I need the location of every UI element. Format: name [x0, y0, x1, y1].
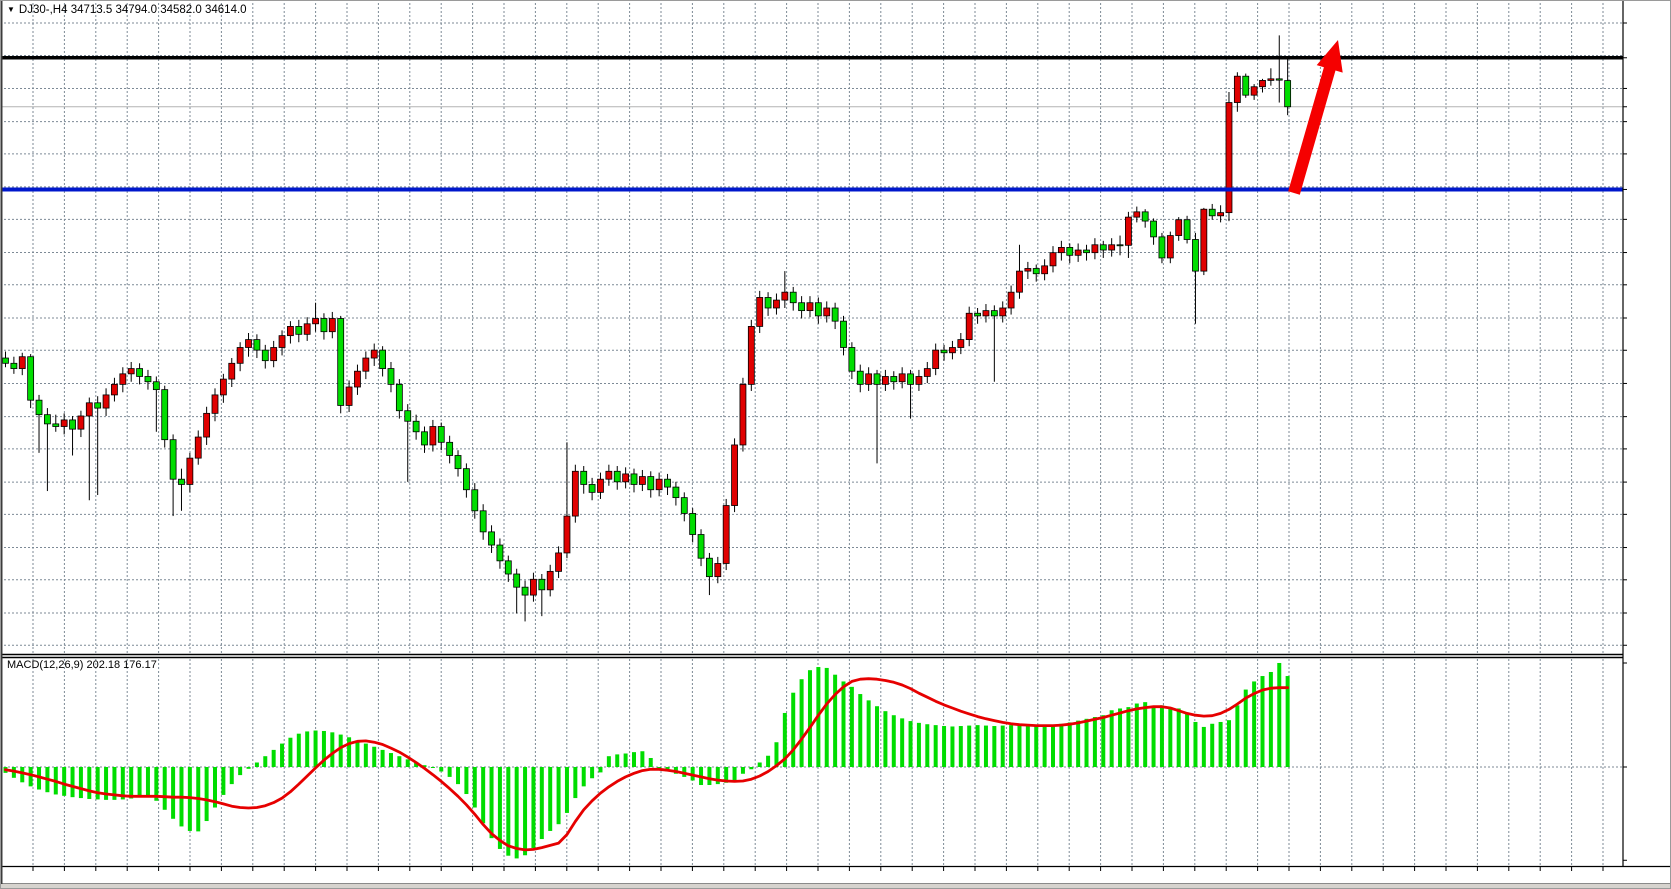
time-axis[interactable]: 11 May 202312 May 08:0015 May 16:0017 Ma…: [0, 866, 1671, 884]
candles-layer: [2, 35, 1292, 622]
macd-indicator-label: MACD(12,26,9) 202.18 176.17: [7, 659, 157, 671]
macd-signal-line: [4, 677, 1289, 852]
window-left-edge: [0, 0, 3, 884]
macd-histogram-layer: [3, 662, 1290, 859]
dropdown-triangle-icon: ▼: [7, 5, 15, 14]
trend-arrow[interactable]: [1288, 40, 1343, 195]
chart-title-text: DJ30-,H4 34713.5 34794.0 34582.0 34614.0: [18, 4, 247, 16]
grid-layer: [0, 3, 1623, 865]
window-chrome-strip: [0, 884, 1671, 889]
axis-ticks: [32, 22, 1627, 871]
price-axis[interactable]: 34932.034800.034683.534614.034557.534435…: [1623, 0, 1671, 866]
chart-title: ▼ DJ30-,H4 34713.5 34794.0 34582.0 34614.…: [7, 4, 247, 16]
